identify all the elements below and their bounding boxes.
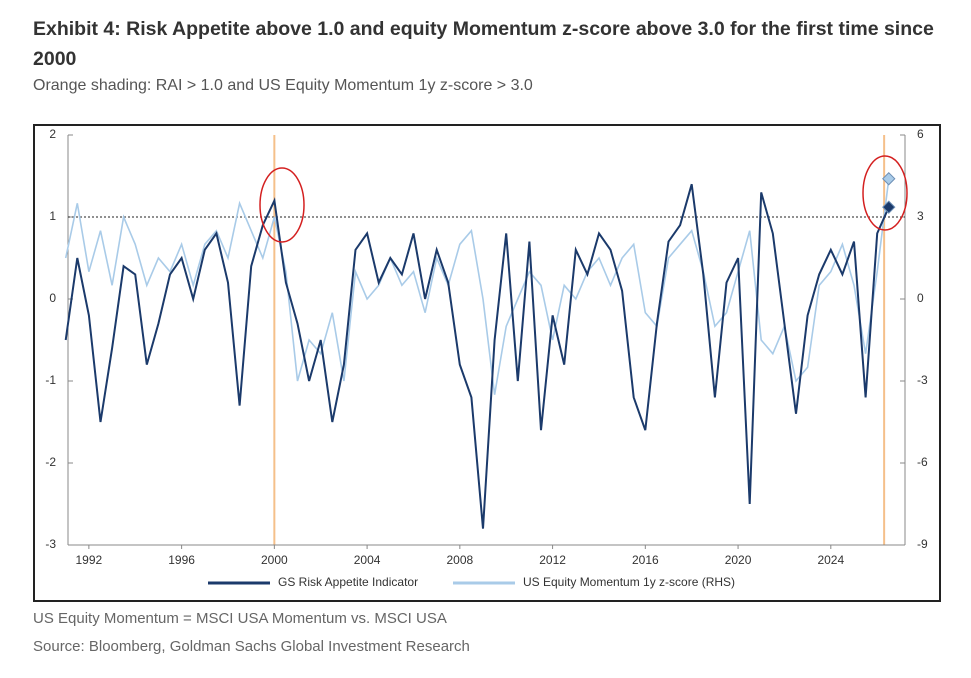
x-tick-label: 1992 (76, 553, 103, 567)
y-tick-label: 2 (49, 127, 56, 141)
y-tick-label: 0 (49, 291, 56, 305)
x-tick-label: 2016 (632, 553, 659, 567)
x-tick-label: 2012 (539, 553, 566, 567)
end-marker (882, 200, 896, 214)
series-line (64, 183, 890, 529)
end-marker (882, 172, 896, 186)
y-tick-label: -2 (45, 455, 56, 469)
x-tick-label: 2020 (725, 553, 752, 567)
y2-tick-label: 0 (917, 291, 924, 305)
highlight-circle (862, 155, 908, 231)
legend-label: GS Risk Appetite Indicator (278, 575, 418, 589)
chart-title: Exhibit 4: Risk Appetite above 1.0 and e… (33, 18, 934, 70)
y2-tick-label: -3 (917, 373, 928, 387)
y2-tick-label: -9 (917, 537, 928, 551)
chart: 2 1 0 -1 -2 -3 6 3 0 -3 -6 -9 1992 1996 2000 2004 2008 20… (33, 124, 941, 602)
chart-subtitle: Orange shading: RAI > 1.0 and US Equity … (33, 77, 533, 94)
x-tick-label: 1996 (168, 553, 195, 567)
highlight-circle (259, 167, 305, 243)
x-tick-label: 2000 (261, 553, 288, 567)
series-line (64, 178, 890, 395)
y-tick-label: -1 (45, 373, 56, 387)
y2-tick-label: 3 (917, 209, 924, 223)
chart-frame (33, 124, 941, 602)
footnote: US Equity Momentum = MSCI USA Momentum v… (33, 610, 447, 627)
x-tick-label: 2004 (354, 553, 381, 567)
source-note: Source: Bloomberg, Goldman Sachs Global … (33, 638, 470, 655)
y-tick-label: 1 (49, 209, 56, 223)
plot-area: 2 1 0 -1 -2 -3 6 3 0 -3 -6 -9 1992 1996 2000 2004 2008 20… (45, 127, 928, 567)
x-tick-label: 2024 (817, 553, 844, 567)
legend-label: US Equity Momentum 1y z-score (RHS) (523, 575, 735, 589)
y2-tick-label: -6 (917, 455, 928, 469)
y2-tick-label: 6 (917, 127, 924, 141)
y-tick-label: -3 (45, 537, 56, 551)
x-tick-label: 2008 (446, 553, 473, 567)
